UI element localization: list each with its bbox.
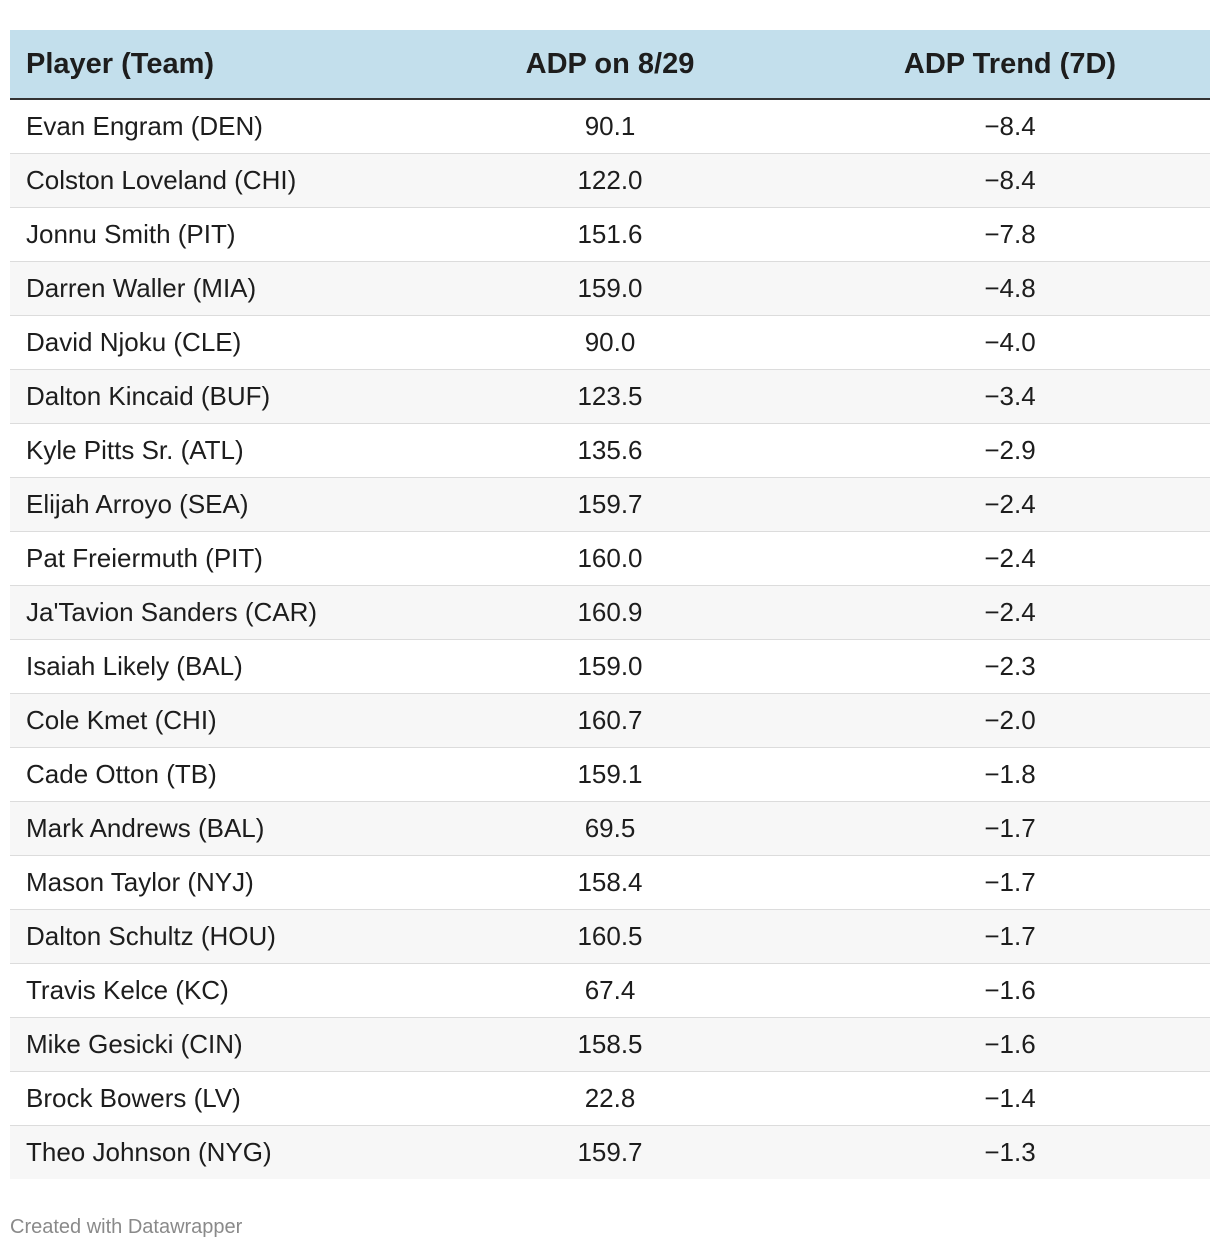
player-cell: Elijah Arroyo (SEA) (10, 477, 410, 532)
trend-cell: −1.8 (810, 747, 1210, 802)
table-header: Player (Team) ADP on 8/29 ADP Trend (7D) (10, 30, 1210, 100)
adp-cell: 159.7 (410, 1125, 810, 1179)
player-cell: Kyle Pitts Sr. (ATL) (10, 423, 410, 478)
table-row: Dalton Schultz (HOU) 160.5 −1.7 (10, 909, 1210, 964)
adp-cell: 159.7 (410, 477, 810, 532)
player-cell: Mike Gesicki (CIN) (10, 1017, 410, 1072)
player-cell: Colston Loveland (CHI) (10, 153, 410, 208)
adp-cell: 151.6 (410, 207, 810, 262)
table-row: Cade Otton (TB) 159.1 −1.8 (10, 747, 1210, 802)
adp-cell: 67.4 (410, 963, 810, 1018)
player-cell: Evan Engram (DEN) (10, 99, 410, 154)
player-cell: Pat Freiermuth (PIT) (10, 531, 410, 586)
adp-cell: 158.4 (410, 855, 810, 910)
trend-cell: −2.4 (810, 531, 1210, 586)
player-cell: Ja'Tavion Sanders (CAR) (10, 585, 410, 640)
table-row: Dalton Kincaid (BUF) 123.5 −3.4 (10, 369, 1210, 424)
trend-cell: −4.8 (810, 261, 1210, 316)
player-cell: Jonnu Smith (PIT) (10, 207, 410, 262)
player-cell: Theo Johnson (NYG) (10, 1125, 410, 1179)
table-row: Travis Kelce (KC) 67.4 −1.6 (10, 963, 1210, 1018)
column-header-player[interactable]: Player (Team) (10, 30, 410, 100)
adp-cell: 159.1 (410, 747, 810, 802)
table-row: Theo Johnson (NYG) 159.7 −1.3 (10, 1125, 1210, 1179)
table-body: Evan Engram (DEN) 90.1 −8.4 Colston Lovelan… (10, 99, 1210, 1179)
trend-cell: −1.3 (810, 1125, 1210, 1179)
trend-cell: −1.7 (810, 801, 1210, 856)
trend-cell: −1.6 (810, 963, 1210, 1018)
trend-cell: −1.7 (810, 855, 1210, 910)
table-row: Pat Freiermuth (PIT) 160.0 −2.4 (10, 531, 1210, 586)
table-row: Ja'Tavion Sanders (CAR) 160.9 −2.4 (10, 585, 1210, 640)
adp-cell: 22.8 (410, 1071, 810, 1126)
data-table-container: Player (Team) ADP on 8/29 ADP Trend (7D)… (10, 30, 1210, 1179)
adp-cell: 158.5 (410, 1017, 810, 1072)
adp-cell: 160.7 (410, 693, 810, 748)
table-row: Jonnu Smith (PIT) 151.6 −7.8 (10, 207, 1210, 262)
trend-cell: −1.7 (810, 909, 1210, 964)
trend-cell: −8.4 (810, 99, 1210, 154)
column-header-adp[interactable]: ADP on 8/29 (410, 30, 810, 100)
trend-cell: −4.0 (810, 315, 1210, 370)
adp-cell: 90.0 (410, 315, 810, 370)
player-cell: Mason Taylor (NYJ) (10, 855, 410, 910)
table-row: Isaiah Likely (BAL) 159.0 −2.3 (10, 639, 1210, 694)
trend-cell: −3.4 (810, 369, 1210, 424)
player-cell: Cole Kmet (CHI) (10, 693, 410, 748)
table-row: Mike Gesicki (CIN) 158.5 −1.6 (10, 1017, 1210, 1072)
adp-cell: 135.6 (410, 423, 810, 478)
trend-cell: −2.3 (810, 639, 1210, 694)
column-header-trend[interactable]: ADP Trend (7D) (810, 30, 1210, 100)
player-cell: Isaiah Likely (BAL) (10, 639, 410, 694)
player-cell: Mark Andrews (BAL) (10, 801, 410, 856)
table-row: Brock Bowers (LV) 22.8 −1.4 (10, 1071, 1210, 1126)
player-cell: Darren Waller (MIA) (10, 261, 410, 316)
player-cell: Travis Kelce (KC) (10, 963, 410, 1018)
adp-cell: 123.5 (410, 369, 810, 424)
header-row: Player (Team) ADP on 8/29 ADP Trend (7D) (10, 30, 1210, 100)
table-row: Colston Loveland (CHI) 122.0 −8.4 (10, 153, 1210, 208)
adp-cell: 122.0 (410, 153, 810, 208)
trend-cell: −8.4 (810, 153, 1210, 208)
player-cell: Cade Otton (TB) (10, 747, 410, 802)
player-cell: Dalton Schultz (HOU) (10, 909, 410, 964)
trend-cell: −1.6 (810, 1017, 1210, 1072)
table-row: Elijah Arroyo (SEA) 159.7 −2.4 (10, 477, 1210, 532)
table-row: David Njoku (CLE) 90.0 −4.0 (10, 315, 1210, 370)
adp-cell: 69.5 (410, 801, 810, 856)
trend-cell: −7.8 (810, 207, 1210, 262)
trend-cell: −2.4 (810, 477, 1210, 532)
trend-cell: −1.4 (810, 1071, 1210, 1126)
table-row: Kyle Pitts Sr. (ATL) 135.6 −2.9 (10, 423, 1210, 478)
trend-cell: −2.9 (810, 423, 1210, 478)
table-row: Darren Waller (MIA) 159.0 −4.8 (10, 261, 1210, 316)
trend-cell: −2.4 (810, 585, 1210, 640)
player-cell: David Njoku (CLE) (10, 315, 410, 370)
player-cell: Brock Bowers (LV) (10, 1071, 410, 1126)
adp-cell: 159.0 (410, 261, 810, 316)
trend-cell: −2.0 (810, 693, 1210, 748)
adp-cell: 160.5 (410, 909, 810, 964)
table-row: Cole Kmet (CHI) 160.7 −2.0 (10, 693, 1210, 748)
adp-trend-table: Player (Team) ADP on 8/29 ADP Trend (7D)… (10, 30, 1210, 1179)
table-row: Mark Andrews (BAL) 69.5 −1.7 (10, 801, 1210, 856)
table-row: Evan Engram (DEN) 90.1 −8.4 (10, 99, 1210, 154)
player-cell: Dalton Kincaid (BUF) (10, 369, 410, 424)
adp-cell: 160.0 (410, 531, 810, 586)
table-row: Mason Taylor (NYJ) 158.4 −1.7 (10, 855, 1210, 910)
adp-cell: 90.1 (410, 99, 810, 154)
adp-cell: 159.0 (410, 639, 810, 694)
datawrapper-credit: Created with Datawrapper (10, 1216, 243, 1238)
adp-cell: 160.9 (410, 585, 810, 640)
